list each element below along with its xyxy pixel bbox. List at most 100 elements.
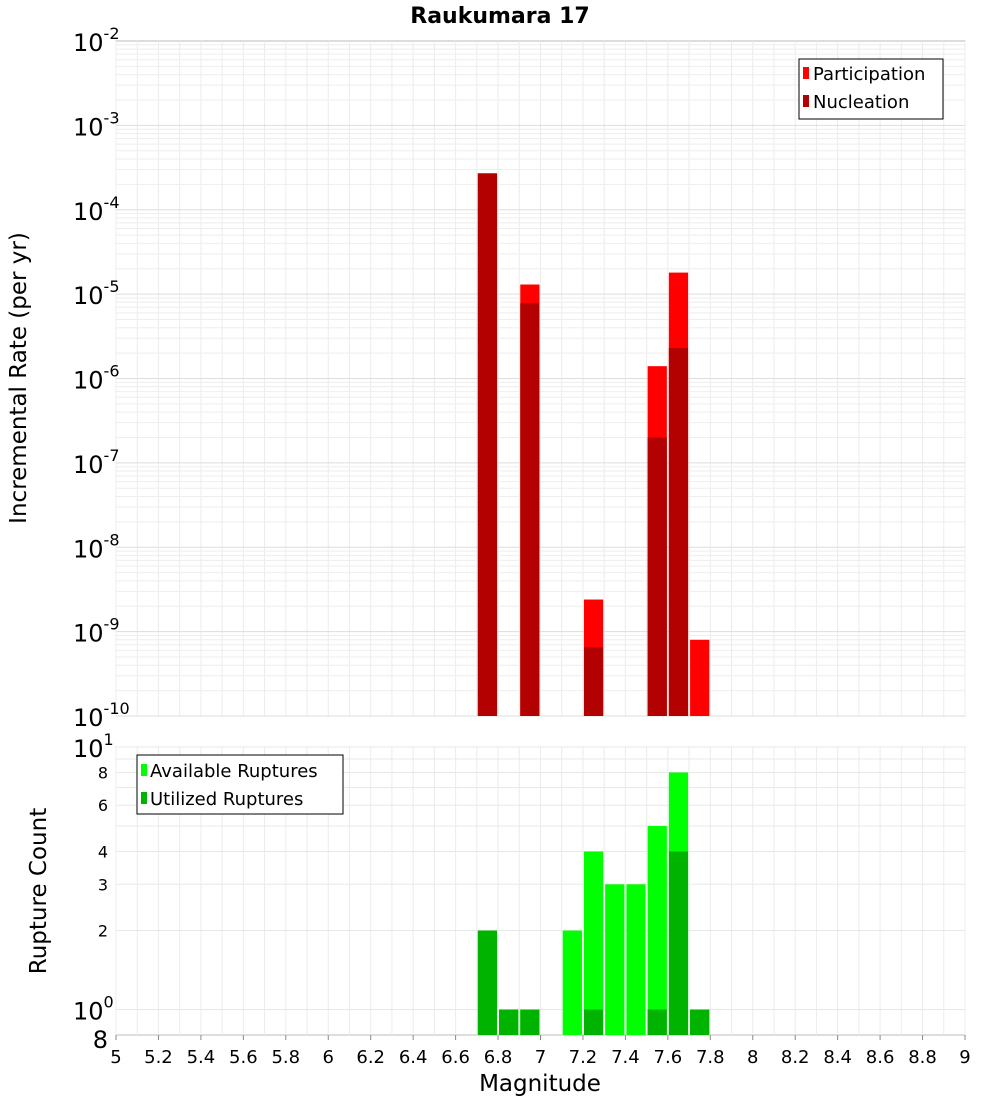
chart-title: Raukumara 17: [410, 4, 589, 29]
x-tick-label: 5.8: [271, 1047, 300, 1068]
bottom-bar-available: [562, 930, 582, 1035]
top-legend: Participation Nucleation: [798, 58, 944, 120]
tick-base: 10: [73, 451, 104, 479]
tick-exponent: 0: [104, 993, 114, 1012]
bottom-y-axis-label: Rupture Count: [26, 808, 52, 974]
top-y-tick-label: 10-8: [73, 530, 120, 563]
top-bar-participation: [690, 639, 710, 716]
x-tick-label: 8.6: [866, 1047, 895, 1068]
top-y-tick-label: 10-9: [73, 615, 120, 648]
bottom-y-tick-label: 2: [98, 922, 108, 941]
tick-exponent: -6: [104, 362, 120, 381]
top-y-tick-label: 10-7: [73, 446, 120, 479]
tick-base: 10: [73, 535, 104, 563]
bottom-bar-utilized: [583, 1009, 604, 1035]
top-y-tick-label: 10-4: [73, 193, 120, 226]
top-bar-nucleation: [668, 347, 689, 716]
bottom-bar-utilized: [520, 1009, 540, 1035]
bottom-bar-utilized: [477, 930, 498, 1035]
bottom-y-tick-label: 3: [98, 875, 108, 894]
legend-participation-label: Participation: [813, 64, 925, 85]
x-tick-label: 8.2: [781, 1047, 810, 1068]
bottom-bar-utilized: [668, 851, 689, 1035]
top-bars: [477, 173, 710, 716]
tick-base: 10: [73, 704, 104, 732]
top-bar-nucleation: [583, 647, 604, 716]
bottom-bar-utilized: [647, 1009, 667, 1035]
x-tick-label: 7.6: [654, 1047, 683, 1068]
top-y-tick-label: 10-2: [73, 24, 120, 57]
bottom-legend-box: [136, 754, 344, 815]
bottom-bar-utilized: [690, 1009, 710, 1035]
x-tick-label: 6: [323, 1047, 334, 1068]
legend-nucleation-swatch: [803, 95, 809, 107]
top-y-tick-label: 10-3: [73, 108, 120, 141]
tick-exponent: -4: [104, 193, 120, 212]
tick-base: 10: [73, 367, 104, 395]
x-tick-label: 5: [110, 1047, 121, 1068]
bottom-y-tick-power: 100: [73, 993, 114, 1026]
top-legend-box: [798, 58, 944, 120]
x-tick-label: 7.2: [569, 1047, 598, 1068]
x-tick-label: 7.4: [611, 1047, 640, 1068]
x-tick-label: 8.8: [908, 1047, 937, 1068]
x-tick-label: 5.2: [144, 1047, 173, 1068]
bottom-bar-available: [605, 884, 625, 1035]
bottom-bar-available: [583, 851, 604, 1035]
tick-base: 10: [73, 113, 104, 141]
tick-base: 10: [73, 282, 104, 310]
top-y-tick-label: 10-6: [73, 362, 120, 395]
top-bar-nucleation: [477, 173, 498, 716]
tick-exponent: -2: [104, 24, 120, 43]
bottom-y-tick-label: 8: [98, 763, 108, 782]
legend-available-swatch: [141, 764, 147, 776]
top-y-tick-label: 10-10: [73, 699, 130, 732]
legend-utilized-label: Utilized Ruptures: [150, 789, 303, 810]
tick-base: 10: [73, 198, 104, 226]
bottom-bar-available: [647, 826, 667, 1035]
x-tick-label: 9: [959, 1047, 970, 1068]
x-axis-label: Magnitude: [479, 1071, 601, 1097]
legend-nucleation-label: Nucleation: [813, 92, 909, 113]
legend-utilized-swatch: [141, 792, 147, 804]
top-y-tick-label: 10-5: [73, 277, 120, 310]
legend-available-label: Available Ruptures: [150, 761, 318, 782]
x-tick-label: 7.8: [696, 1047, 725, 1068]
bottom-y-min-label: 8: [93, 1026, 108, 1054]
x-tick-label: 6.4: [399, 1047, 428, 1068]
x-tick-label: 6.2: [356, 1047, 385, 1068]
bottom-bars: [477, 772, 710, 1035]
x-tick-label: 8.4: [823, 1047, 852, 1068]
tick-exponent: -3: [104, 108, 120, 127]
tick-exponent: -5: [104, 277, 120, 296]
bottom-bar-available: [626, 884, 646, 1035]
tick-exponent: -7: [104, 446, 120, 465]
bottom-legend: Available Ruptures Utilized Ruptures: [136, 754, 344, 815]
tick-base: 10: [73, 735, 104, 763]
bottom-y-tick-label: 4: [98, 842, 108, 861]
bottom-y-tick-label: 6: [98, 796, 108, 815]
top-bar-nucleation: [520, 303, 540, 716]
x-tick-label: 6.8: [484, 1047, 513, 1068]
bottom-y-tick-power: 101: [73, 730, 114, 763]
tick-exponent: -9: [104, 615, 120, 634]
tick-exponent: -10: [104, 699, 130, 718]
bottom-bar-utilized: [499, 1009, 519, 1035]
x-tick-label: 5.6: [229, 1047, 258, 1068]
tick-base: 10: [73, 998, 104, 1026]
tick-base: 10: [73, 29, 104, 57]
top-grid: [115, 41, 966, 717]
tick-exponent: 1: [104, 730, 114, 749]
legend-participation-swatch: [803, 67, 809, 79]
top-bar-nucleation: [647, 437, 667, 716]
tick-exponent: -8: [104, 530, 120, 549]
x-tick-label: 7: [535, 1047, 546, 1068]
x-tick-label: 5.4: [187, 1047, 216, 1068]
x-tick-label: 8: [747, 1047, 758, 1068]
top-y-axis-label: Incremental Rate (per yr): [6, 232, 32, 524]
x-tick-label: 6.6: [441, 1047, 470, 1068]
tick-base: 10: [73, 620, 104, 648]
